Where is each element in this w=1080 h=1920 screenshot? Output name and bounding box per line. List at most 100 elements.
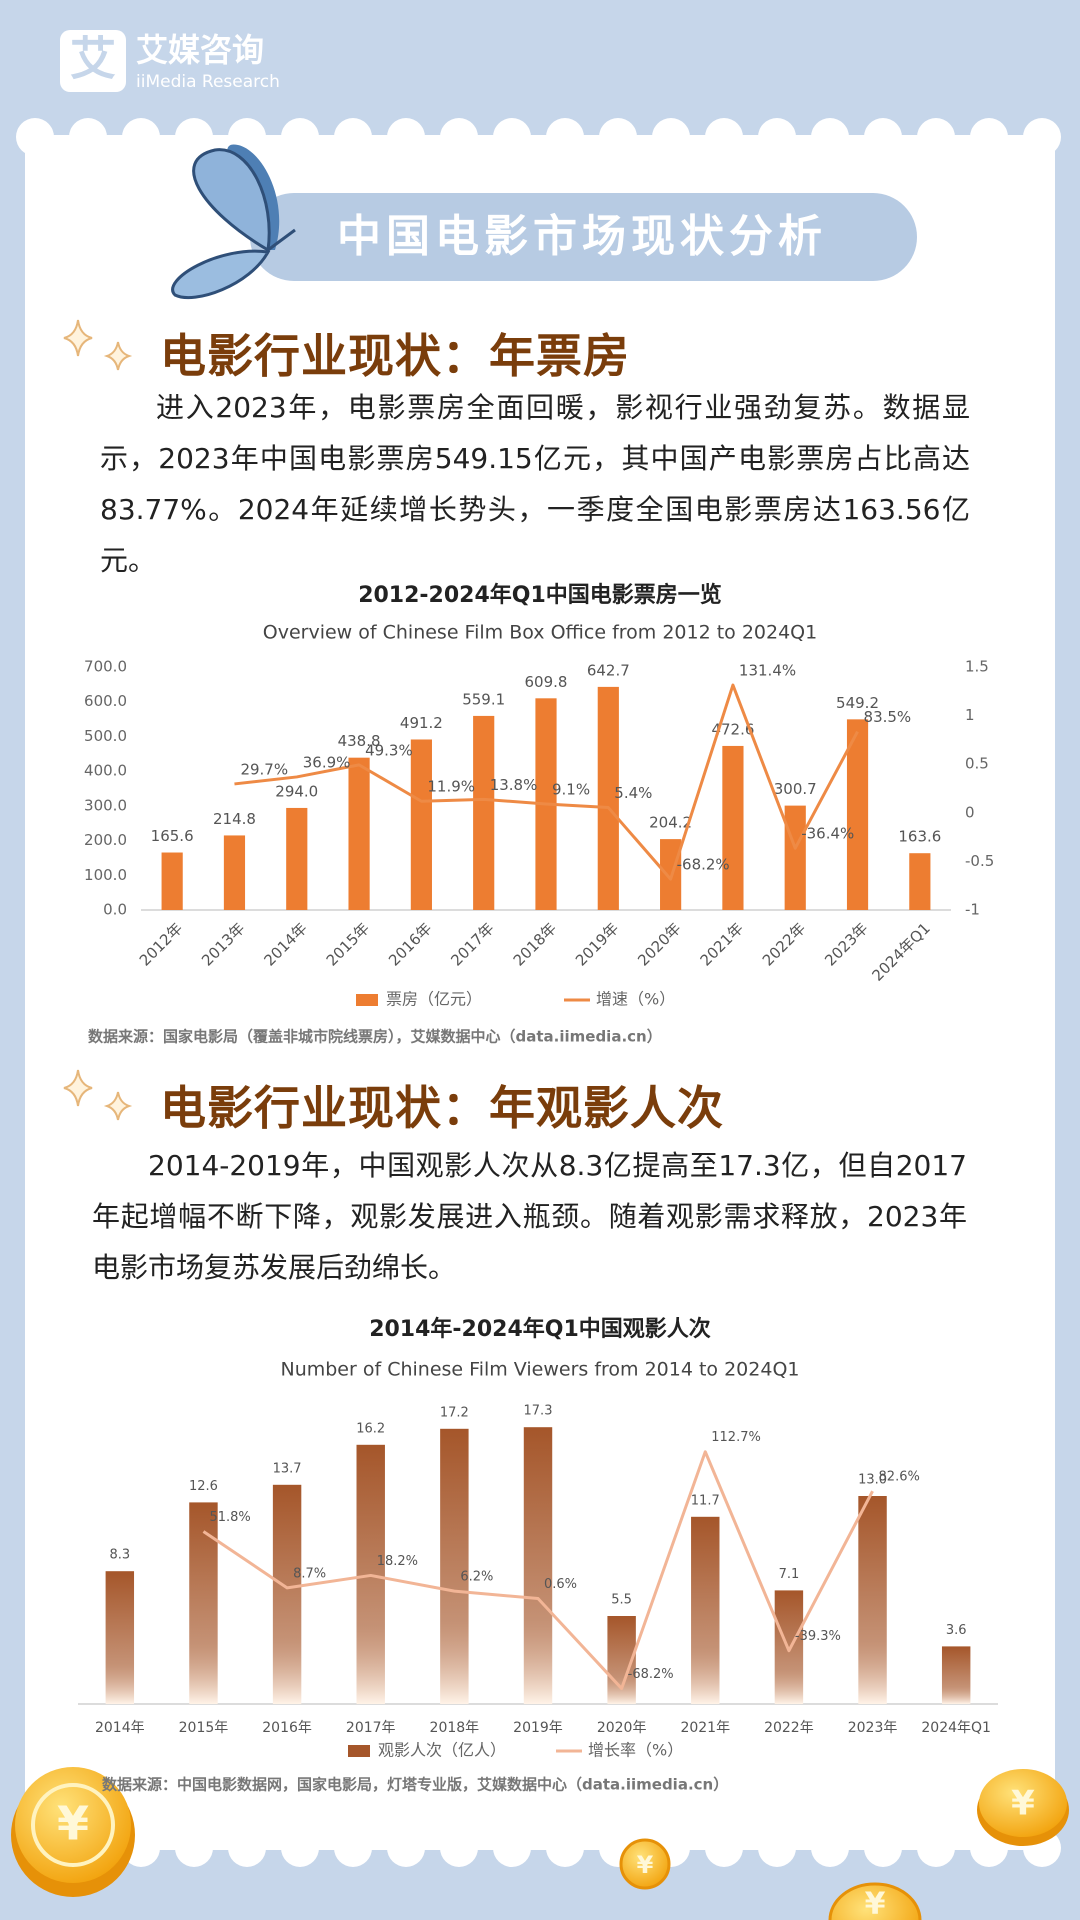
coin-symbol: ¥ [865,1887,886,1920]
bar [161,852,183,910]
coin-symbol: ¥ [1011,1784,1035,1824]
scallop [970,118,1008,156]
scallop [705,118,743,156]
bar [440,1428,469,1704]
bar-value-label: 491.2 [400,714,443,732]
section-text: 2014-2019年，中国观影人次从8.3亿提高至17.3亿，但自2017年起增… [92,1149,967,1284]
logo-box [60,30,126,92]
bar [722,745,744,910]
bar [784,805,806,910]
bar-value-label: 214.8 [213,810,256,828]
scallop [705,1829,743,1867]
scallop [281,118,319,156]
line-value-label: 0.6% [544,1577,577,1592]
bar-value-label: 16.2 [356,1421,385,1436]
section-text: 进入2023年，电影票房全面回暖，影视行业强劲复苏。数据显示，2023年中国电影… [100,391,970,577]
x-tick-label: 2016年 [262,1720,312,1736]
bar-value-label: 549.2 [836,694,879,712]
bar-value-label: 204.2 [649,814,692,832]
bar [223,835,246,910]
bar [473,715,495,910]
line-value-label: 51.8% [209,1510,250,1525]
scallop [175,118,213,156]
legend-swatch [348,1745,370,1757]
chart-title: 2012-2024年Q1中国电影票房一览 [358,582,722,608]
line [202,1450,874,1691]
x-tick-label: 2021年 [680,1720,730,1736]
legend-label: 票房（亿元） [386,990,482,1009]
line-value-label: -68.2% [628,1667,674,1682]
scallop [69,118,107,156]
logo-name: 艾媒咨询 [136,31,264,69]
butterfly [171,144,296,300]
scallop [16,118,54,156]
y-tick-label: 0.0 [103,901,127,919]
scallop [493,1829,531,1867]
y2-tick-label: 0 [965,803,975,821]
bar-value-label: 17.3 [524,1404,553,1419]
x-tick-label: 2023年 [848,1720,898,1736]
line-value-label: 131.4% [739,662,796,680]
chart-title: 2014年-2024年Q1中国观影人次 [369,1316,711,1342]
bar-value-label: 12.6 [189,1479,218,1494]
bar [286,807,308,910]
bar [189,1502,218,1704]
bar-value-label: 163.6 [898,828,941,846]
scallop [122,118,160,156]
y2-tick-label: 1.5 [965,658,989,676]
coin-symbol: ¥ [57,1797,89,1851]
bar [597,686,619,910]
bar-value-label: 17.2 [440,1405,469,1420]
bar-value-label: 559.1 [462,690,505,708]
x-tick-label: 2014年 [95,1720,145,1736]
bar [410,739,432,910]
sparkles [63,319,133,1121]
bar-value-label: 5.5 [611,1593,632,1608]
bar-value-label: 3.6 [946,1623,967,1638]
bar-value-label: 609.8 [525,673,568,691]
scallop [493,118,531,156]
y2-tick-label: 1 [965,706,975,724]
scallop [228,1829,266,1867]
line-value-label: 9.1% [552,780,590,798]
bar [348,757,370,910]
bar [523,1427,553,1704]
line-value-label: 36.9% [303,753,351,771]
line-value-label: 29.7% [240,760,288,778]
bar-value-label: 13.0 [858,1473,887,1488]
y-tick-label: 100.0 [84,866,127,884]
scallop [175,1829,213,1867]
section-heading: 电影行业现状：年观影人次 [160,1081,724,1135]
chart-subtitle: Overview of Chinese Film Box Office from… [263,622,817,644]
bar-value-label: 13.7 [273,1461,302,1476]
coins: ¥ ¥ ¥ ¥ [11,1767,1069,1920]
y2-tick-label: 0.5 [965,755,989,773]
line-value-label: 82.6% [879,1470,920,1485]
scallop [387,1829,425,1867]
scallop [281,1829,319,1867]
scallop [811,118,849,156]
logo-subname: iiMedia Research [136,72,280,92]
bar [941,1646,971,1704]
scallop [864,118,902,156]
line-value-label: 5.4% [614,784,652,802]
scallop [546,1829,584,1867]
scallop [334,118,372,156]
line-value-label: 49.3% [365,741,413,759]
chart-subtitle: Number of Chinese Film Viewers from 2014… [280,1359,799,1381]
bar [105,1571,135,1704]
x-tick-label: 2022年 [764,1720,814,1736]
y-tick-label: 500.0 [84,727,127,745]
scallop [758,118,796,156]
x-tick-label: 2024年Q1 [921,1720,991,1736]
banner [250,193,917,281]
bar-value-label: 472.6 [711,720,754,738]
bar [846,719,869,910]
line-value-label: -39.3% [795,1629,841,1644]
scallop [440,118,478,156]
bar [858,1496,887,1704]
scallop [917,1829,955,1867]
bar-value-label: 438.8 [338,732,381,750]
line-value-label: 83.5% [864,708,912,726]
